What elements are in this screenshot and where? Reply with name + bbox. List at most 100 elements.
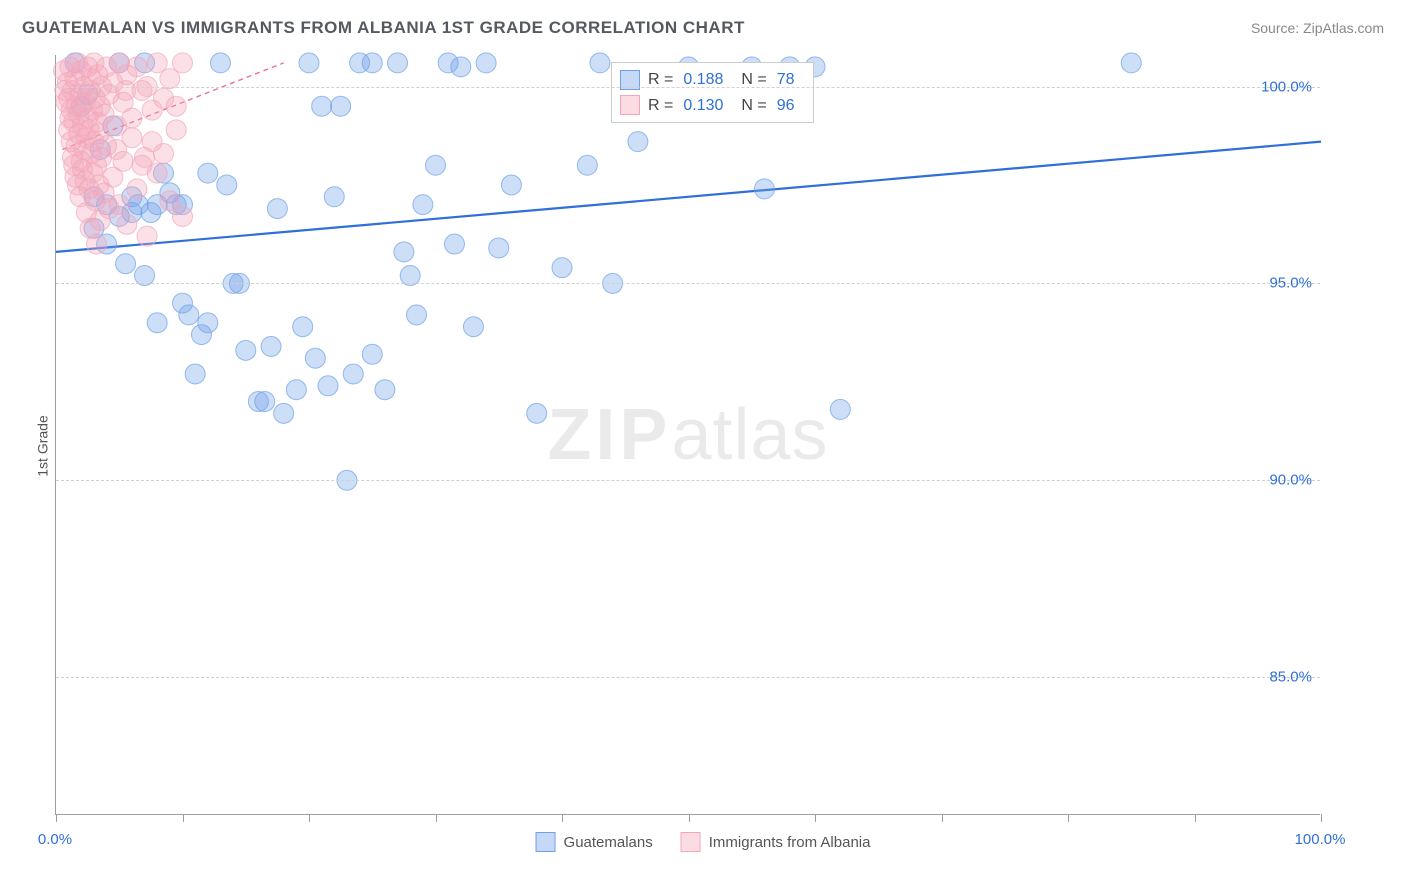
point-albania [122, 128, 142, 148]
point-albania [173, 206, 193, 226]
point-guatemalans [463, 317, 483, 337]
point-guatemalans [451, 57, 471, 77]
point-albania [154, 143, 174, 163]
point-guatemalans [413, 195, 433, 215]
xtick [183, 814, 184, 822]
point-guatemalans [318, 376, 338, 396]
point-albania [137, 226, 157, 246]
point-guatemalans [286, 380, 306, 400]
swatch-guatemalans [536, 832, 556, 852]
point-guatemalans [590, 53, 610, 73]
point-guatemalans [476, 53, 496, 73]
point-albania [166, 96, 186, 116]
gridline [56, 480, 1320, 481]
point-guatemalans [754, 179, 774, 199]
point-guatemalans [305, 348, 325, 368]
chart-svg [56, 55, 1320, 814]
xtick [436, 814, 437, 822]
xtick [942, 814, 943, 822]
n-prefix: N = [741, 93, 766, 119]
r-value-guatemalans: 0.188 [683, 67, 723, 93]
source-label: Source: ZipAtlas.com [1251, 20, 1384, 36]
legend-label-guatemalans: Guatemalans [564, 834, 653, 851]
y-axis-label: 1st Grade [35, 415, 51, 476]
r-prefix: R = [648, 93, 673, 119]
swatch-albania [681, 832, 701, 852]
point-guatemalans [830, 399, 850, 419]
point-albania [116, 80, 136, 100]
point-albania [173, 53, 193, 73]
point-guatemalans [501, 175, 521, 195]
ytick-label: 100.0% [1261, 78, 1312, 95]
point-albania [122, 108, 142, 128]
point-guatemalans [527, 403, 547, 423]
n-value-albania: 96 [777, 93, 795, 119]
chart-title: GUATEMALAN VS IMMIGRANTS FROM ALBANIA 1S… [22, 18, 745, 38]
point-albania [127, 57, 147, 77]
point-guatemalans [267, 199, 287, 219]
point-guatemalans [236, 340, 256, 360]
r-prefix: R = [648, 67, 673, 93]
point-guatemalans [261, 336, 281, 356]
point-guatemalans [407, 305, 427, 325]
point-guatemalans [394, 242, 414, 262]
xtick [1068, 814, 1069, 822]
stats-row-albania: R = 0.130 N = 96 [620, 93, 805, 119]
swatch-albania [620, 95, 640, 115]
xtick [562, 814, 563, 822]
stats-legend: R = 0.188 N = 78 R = 0.130 N = 96 [611, 62, 814, 123]
xtick [689, 814, 690, 822]
legend-label-albania: Immigrants from Albania [709, 834, 871, 851]
point-albania [86, 234, 106, 254]
point-guatemalans [198, 163, 218, 183]
gridline [56, 87, 1320, 88]
r-value-albania: 0.130 [683, 93, 723, 119]
point-guatemalans [552, 258, 572, 278]
n-value-guatemalans: 78 [777, 67, 795, 93]
point-guatemalans [210, 53, 230, 73]
point-albania [109, 195, 129, 215]
point-guatemalans [179, 305, 199, 325]
xtick [1195, 814, 1196, 822]
point-guatemalans [444, 234, 464, 254]
point-guatemalans [577, 155, 597, 175]
stats-row-guatemalans: R = 0.188 N = 78 [620, 67, 805, 93]
legend-item-guatemalans: Guatemalans [536, 832, 653, 852]
point-guatemalans [489, 238, 509, 258]
point-albania [135, 147, 155, 167]
point-guatemalans [116, 254, 136, 274]
point-guatemalans [147, 313, 167, 333]
point-guatemalans [331, 96, 351, 116]
point-albania [166, 120, 186, 140]
xtick [1321, 814, 1322, 822]
point-guatemalans [255, 392, 275, 412]
point-guatemalans [1121, 53, 1141, 73]
ytick-label: 85.0% [1269, 669, 1312, 686]
xtick [56, 814, 57, 822]
ytick-label: 95.0% [1269, 275, 1312, 292]
point-guatemalans [426, 155, 446, 175]
plot-area: ZIPatlas R =0.188N =78R =0.130N =96 85.0… [55, 55, 1320, 815]
ytick-label: 90.0% [1269, 472, 1312, 489]
point-guatemalans [362, 344, 382, 364]
point-guatemalans [293, 317, 313, 337]
point-guatemalans [198, 313, 218, 333]
xtick-label: 0.0% [38, 831, 72, 848]
legend-item-albania: Immigrants from Albania [681, 832, 871, 852]
point-guatemalans [628, 132, 648, 152]
point-albania [117, 214, 137, 234]
xtick [309, 814, 310, 822]
point-guatemalans [274, 403, 294, 423]
point-guatemalans [299, 53, 319, 73]
n-prefix: N = [741, 67, 766, 93]
point-guatemalans [388, 53, 408, 73]
series-legend: Guatemalans Immigrants from Albania [536, 832, 871, 852]
gridline [56, 677, 1320, 678]
point-guatemalans [375, 380, 395, 400]
point-guatemalans [312, 96, 332, 116]
point-guatemalans [324, 187, 344, 207]
point-guatemalans [362, 53, 382, 73]
trend-line-guatemalans [56, 142, 1321, 252]
xtick [815, 814, 816, 822]
point-guatemalans [343, 364, 363, 384]
